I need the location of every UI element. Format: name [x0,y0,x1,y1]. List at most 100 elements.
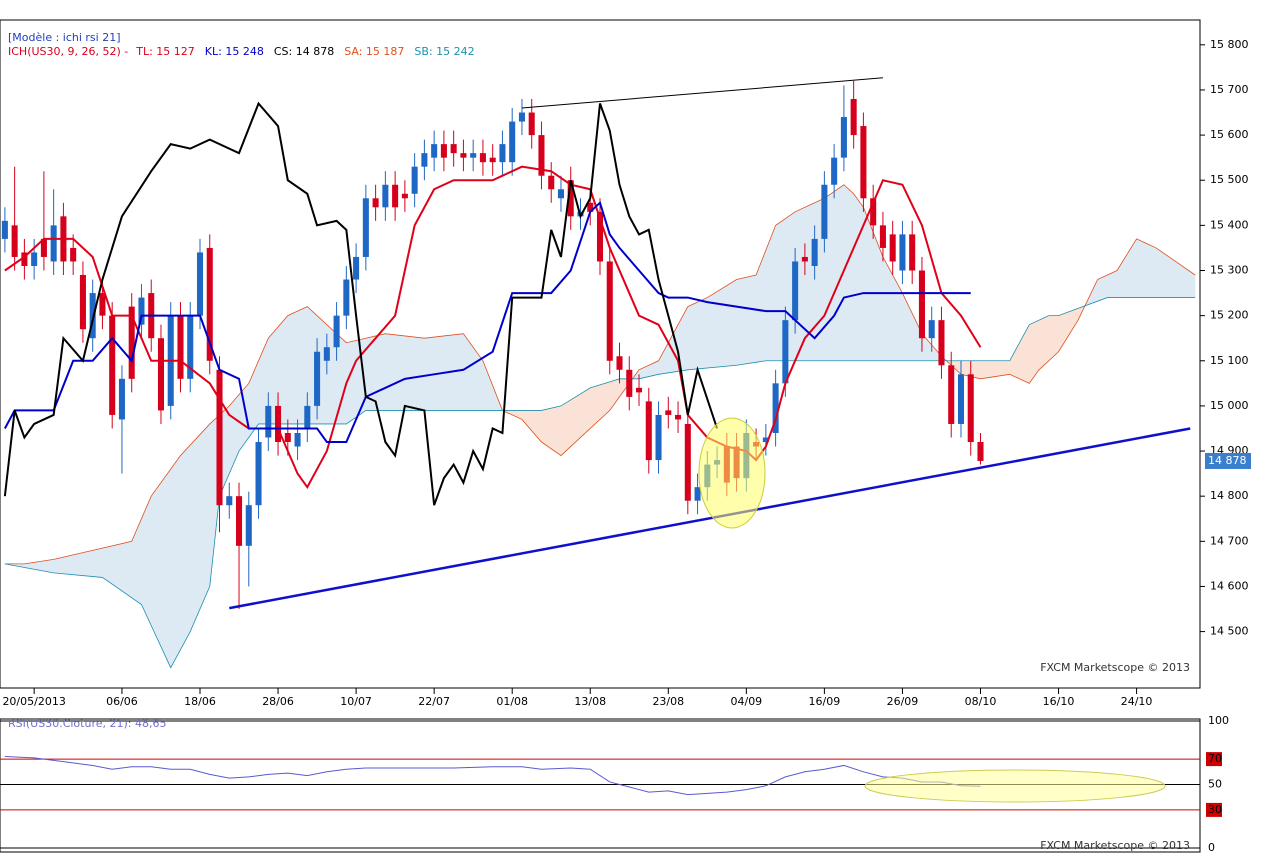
cloud-fill [194,433,201,621]
cloud-fill [599,382,606,421]
cloud-fill [570,396,576,448]
plot-area [1,77,1196,669]
cloud-fill [1004,360,1011,376]
candle-body [118,378,125,420]
cloud-fill [687,303,693,371]
candle-body [421,153,428,167]
cloud-fill [97,547,103,578]
candle-body [31,252,38,266]
cloud-fill [965,360,971,377]
cloud-fill [770,225,776,362]
candle-body [226,496,233,506]
cloud-fill [48,559,54,574]
candle-body [645,401,652,461]
y-tick-label: 30 [1208,803,1222,816]
candle-body [353,256,360,280]
cloud-fill [1165,254,1171,298]
trendline [521,77,883,109]
cloud-fill [282,314,289,425]
candle-body [899,234,906,271]
cloud-fill [702,297,708,369]
candle-body [40,238,47,257]
trendline [229,427,1191,610]
candle-body [382,184,389,208]
candle-body [489,157,496,163]
candle-body [879,225,886,248]
cloud-fill [1175,260,1181,298]
x-tick-label: 28/06 [262,695,294,708]
x-tick-label: 24/10 [1121,695,1153,708]
tick-box [1206,752,1222,767]
candle-body [694,487,701,501]
candle-body [157,338,164,411]
cloud-fill [863,207,869,362]
cloud-fill [341,337,347,425]
x-tick-label: 23/08 [652,695,684,708]
cloud-fill [472,346,479,411]
candle-body [21,252,28,266]
x-tick-label: 01/08 [496,695,528,708]
y-tick-label: 70 [1208,752,1222,765]
candle-body [177,315,184,379]
cloud-fill [585,387,591,434]
cloud-fill [170,461,176,668]
candle-body [362,198,369,257]
candle-body [11,225,18,257]
y-tick-label: 14 600 [1210,579,1249,592]
y-tick-label: 14 700 [1210,534,1249,547]
indicator-line [3,200,971,444]
cloud-fill [741,276,747,365]
cloud-fill [1189,271,1196,298]
candle-body [548,175,555,190]
rsi-line [4,756,981,796]
cloud-fill [165,468,171,668]
candle-body [245,505,252,546]
x-tick-label: 13/08 [574,695,606,708]
candle-body [343,279,350,316]
candle-body [909,234,916,271]
candle-body [928,320,935,339]
cloud-fill [994,360,1001,377]
x-tick-label: 20/05/2013 [2,695,65,708]
candle-body [479,153,486,163]
candle-body [236,496,243,546]
cloud-fill [887,265,893,362]
candle-body [1,220,8,239]
cloud-fill [746,275,752,365]
cloud-fill [389,333,396,411]
cloud-fill [999,360,1006,377]
candle-body [821,184,828,239]
cloud-fill [989,360,996,378]
candle-body [128,306,135,379]
cloud-fill [1043,315,1050,366]
cloud-fill [380,333,386,411]
y-tick-label: 15 000 [1210,399,1249,412]
cloud-fill [985,360,991,379]
candle-body [801,256,808,262]
cloud-fill [102,546,108,582]
legend-entry: TL: 15 127 [135,45,195,58]
cloud-fill [765,237,771,362]
candle-body [138,297,145,325]
cloud-fill [350,340,357,422]
cloud-fill [146,496,152,626]
cloud-fill [902,292,908,362]
x-tick-label: 16/10 [1043,695,1075,708]
candle-body [675,414,682,420]
cloud-fill [1102,274,1108,300]
cloud-fill [1111,270,1118,298]
cloud-fill [555,405,562,457]
cloud-fill [1146,243,1152,298]
cloud-fill [116,543,123,592]
cloud-fill [224,405,230,485]
cloud-fill [541,408,547,446]
y-tick-label: 15 500 [1210,173,1249,186]
candle-body [323,347,330,361]
cloud-fill [180,449,186,650]
cloud-fill [1155,247,1162,298]
y-tick-label: 100 [1208,714,1229,727]
